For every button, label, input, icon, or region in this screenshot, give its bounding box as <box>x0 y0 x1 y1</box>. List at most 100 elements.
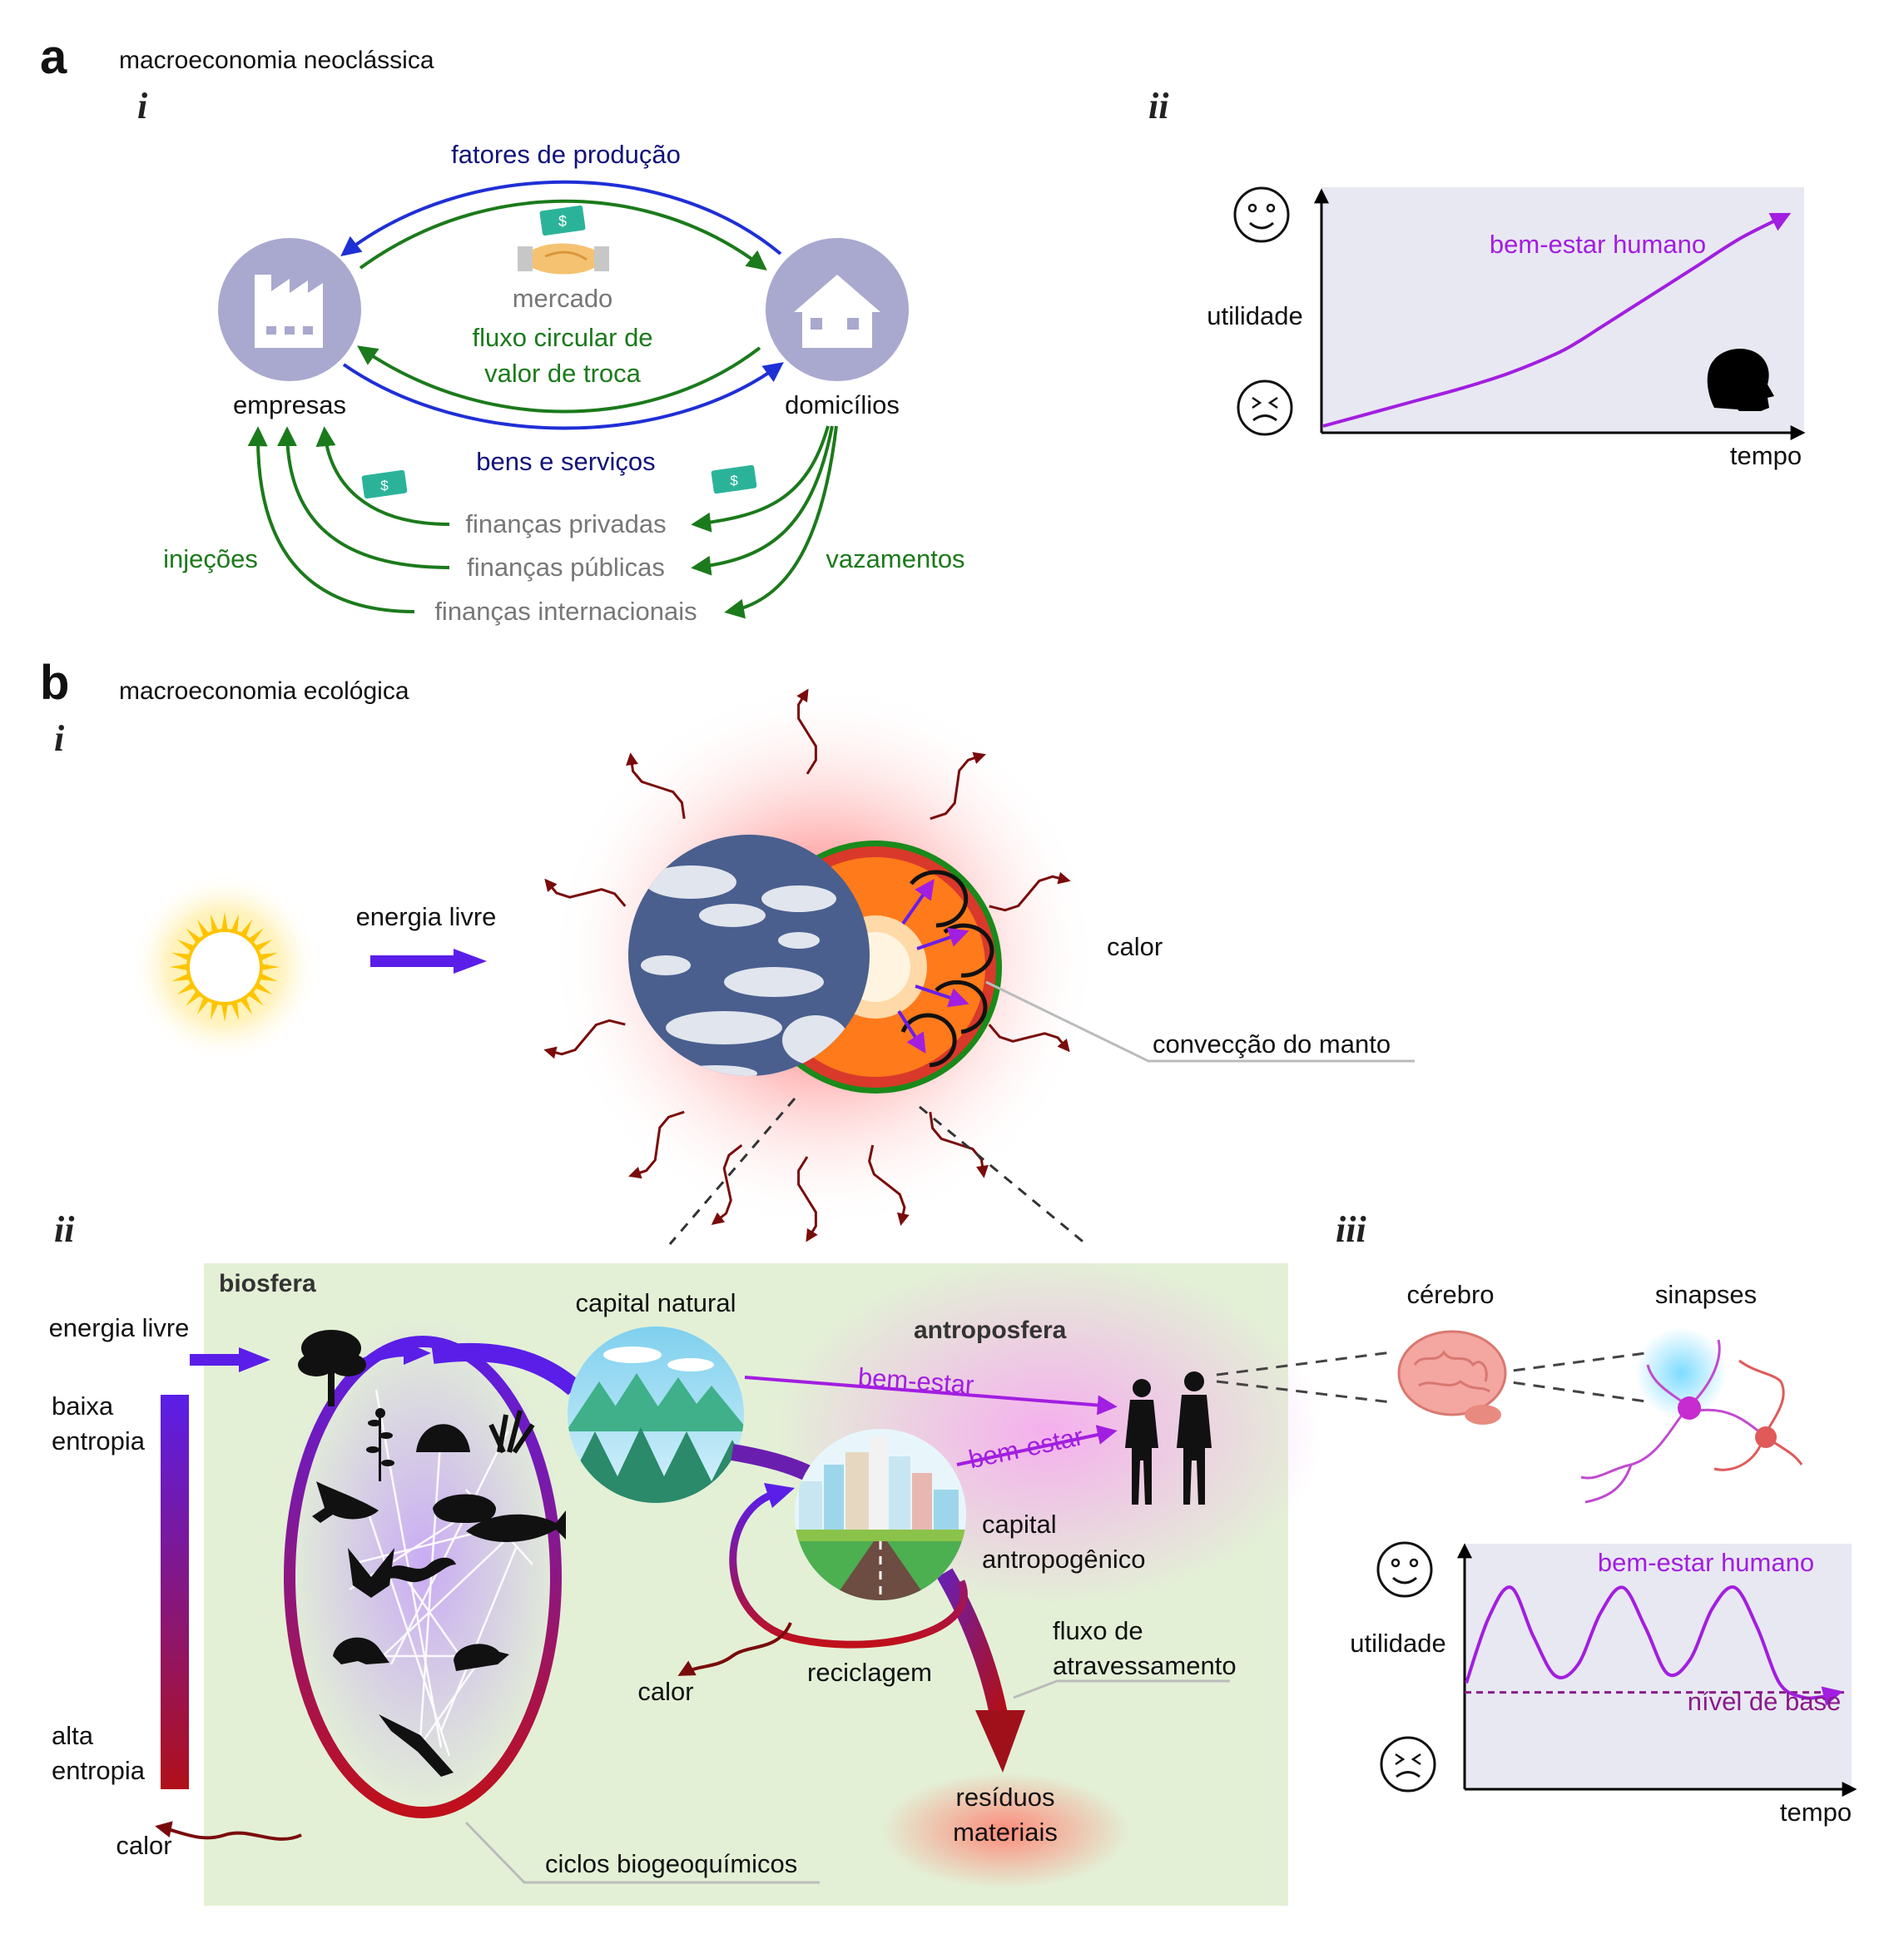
goods-label: bens e serviços <box>476 447 655 476</box>
heat-mid-arrow <box>677 1622 792 1676</box>
goods-arrow <box>342 362 784 430</box>
heat-rays <box>543 688 1071 1242</box>
panel-a-letter: a <box>40 30 67 84</box>
waste-glow <box>880 1773 1130 1889</box>
anthropogenic-capital-line2: antropogênico <box>982 1545 1146 1574</box>
tardigrade-icon <box>433 1494 496 1523</box>
throughput-line1: fluxo de <box>1053 1616 1143 1645</box>
low-entropy-line2: entropia <box>52 1426 146 1456</box>
panel-a-sub-ii: ii <box>1148 86 1169 126</box>
chart-a-series-label: bem-estar humano <box>1490 230 1706 259</box>
frog-icon <box>333 1637 389 1664</box>
factors-arrow <box>340 180 782 256</box>
panel-b-sub-iii: iii <box>1336 1209 1366 1250</box>
heat-ray <box>797 1156 818 1242</box>
waste-line2: materiais <box>953 1818 1058 1847</box>
sun-ray <box>231 1001 240 1020</box>
heat-ray <box>930 751 986 821</box>
payment-arrow-top <box>359 199 767 270</box>
sun-ray <box>210 1001 219 1020</box>
tree-icon <box>298 1330 366 1406</box>
svg-text:$: $ <box>730 473 738 488</box>
throughput-leader <box>1013 1679 1230 1699</box>
money-icon-left: $ <box>361 469 408 499</box>
low-entropy-line1: baixa <box>52 1391 114 1421</box>
svg-text:$: $ <box>558 213 567 230</box>
heat-top-label: calor <box>1107 932 1163 961</box>
panel-b-sub-ii: ii <box>54 1209 75 1250</box>
rodent-icon <box>454 1644 509 1671</box>
leakages-label: vazamentos <box>826 544 964 573</box>
sun-ray <box>186 928 201 944</box>
households-label: domicílios <box>785 390 900 419</box>
sun-ray <box>231 914 240 933</box>
biogeochemical-loop <box>284 1336 562 1818</box>
sun-ray <box>254 940 273 952</box>
sun-ray <box>176 940 196 952</box>
heat-ray <box>626 752 686 820</box>
sun-ray <box>259 952 278 961</box>
heat-ray <box>544 878 627 907</box>
heat-ray <box>868 1144 910 1227</box>
sun-ray <box>171 973 191 982</box>
money-icon-right: $ <box>711 464 757 494</box>
wellbeing-arrow-anthropogenic <box>956 1425 1118 1466</box>
heat-ray <box>543 1019 626 1059</box>
biogeochemical-label: ciclos biogeoquímicos <box>545 1849 797 1878</box>
throughput-flow <box>936 1568 1008 1717</box>
sun-ray <box>240 996 252 1015</box>
chart-a-xlabel: tempo <box>1730 441 1802 470</box>
synapses-icon <box>1580 1327 1803 1504</box>
firms-node <box>218 238 361 381</box>
heat-ray <box>711 1143 743 1225</box>
anthroposphere-label: antroposfera <box>914 1317 1067 1344</box>
leak-arrow-international <box>724 425 838 619</box>
heat-ray <box>796 688 817 775</box>
entropy-bar <box>161 1395 189 1789</box>
sad-face-icon <box>1237 379 1293 436</box>
synapses-label: sinapses <box>1655 1280 1757 1309</box>
chart-a-series-line <box>1322 212 1792 428</box>
panel-b-title: macroeconomia ecológica <box>119 677 409 705</box>
brain-icon <box>1397 1330 1507 1425</box>
high-entropy-line2: entropia <box>52 1756 146 1785</box>
chart-b-series-line <box>1465 1585 1843 1706</box>
inject-arrow-private <box>315 426 450 526</box>
heat-ray <box>988 1024 1070 1053</box>
chart-b-background <box>1465 1544 1852 1789</box>
resource-flow <box>431 1342 581 1396</box>
sun-ray <box>176 982 196 994</box>
chart-a-ii: bem-estar humano utilidade tempo <box>1207 186 1806 470</box>
sun-ray <box>197 996 210 1015</box>
shell-icon <box>416 1424 470 1452</box>
households-node <box>766 238 909 381</box>
throughput-line2: atravessamento <box>1053 1651 1237 1680</box>
circular-flow-line1: fluxo circular de <box>472 323 652 352</box>
money-icon: $ <box>539 205 586 236</box>
handshake-icon <box>518 243 609 275</box>
panel-a-title: macroeconomia neoclássica <box>119 47 434 74</box>
recycling-label: reciclagem <box>807 1658 932 1687</box>
anthropogenic-capital-line1: capital <box>982 1510 1057 1539</box>
leak-arrow-private <box>691 425 830 533</box>
bird-icon <box>379 1714 454 1777</box>
zoom-iii-line-bottom <box>1216 1380 1392 1404</box>
biogeochemical-leader <box>464 1821 820 1884</box>
chart-a-ylabel: utilidade <box>1207 301 1302 330</box>
sun-ray <box>248 928 264 944</box>
heat-ray <box>989 871 1071 912</box>
human-head-icon <box>1707 348 1774 411</box>
private-finance-label: finanças privadas <box>465 509 666 538</box>
sun-ray <box>221 1003 228 1022</box>
payment-arrow-bottom <box>357 345 761 414</box>
humans-icon <box>1125 1371 1212 1505</box>
sun-ray <box>170 964 189 970</box>
sun-ray <box>248 990 264 1006</box>
heat-left-label: calor <box>116 1831 171 1860</box>
market-label: mercado <box>513 284 613 313</box>
biosphere-label: biosfera <box>219 1270 316 1297</box>
butterfly-icon <box>348 1548 394 1598</box>
natural-capital-label: capital natural <box>575 1288 736 1317</box>
circular-flow-line2: valor de troca <box>484 359 642 388</box>
